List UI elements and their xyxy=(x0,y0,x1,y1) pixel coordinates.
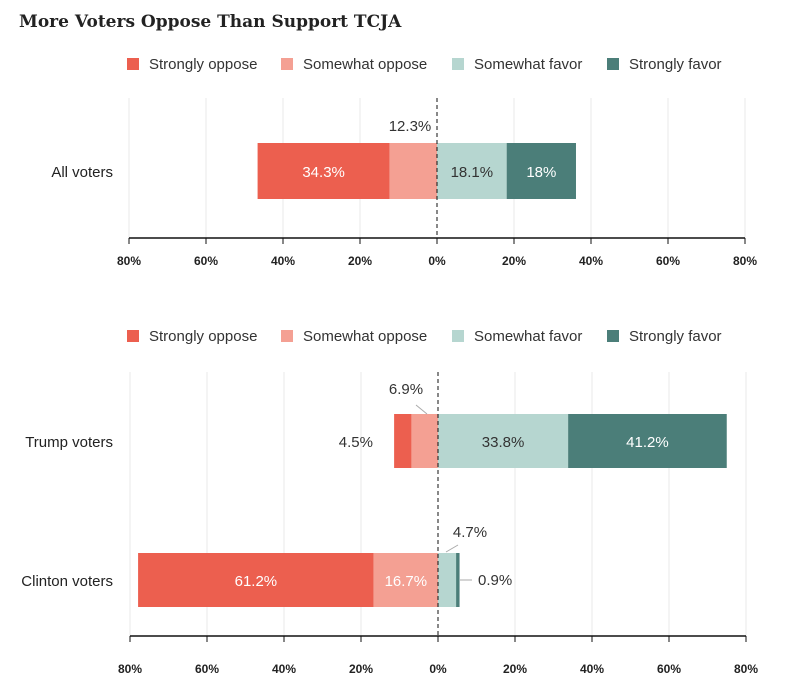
x-tick-label: 80% xyxy=(734,662,758,676)
category-label: Trump voters xyxy=(25,434,113,451)
bar-strongly-favor xyxy=(456,553,460,607)
legend-swatch-somewhat-favor xyxy=(452,330,464,342)
data-label: 18.1% xyxy=(451,164,494,181)
x-tick-label: 0% xyxy=(429,662,447,676)
legend-label-strongly-oppose: Strongly oppose xyxy=(149,328,257,345)
legend-swatch-strongly-oppose xyxy=(127,58,139,70)
category-label: All voters xyxy=(51,164,113,181)
legend-label-strongly-favor: Strongly favor xyxy=(629,56,722,73)
x-tick-label: 20% xyxy=(503,662,527,676)
data-label: 16.7% xyxy=(385,573,428,590)
x-tick-label: 40% xyxy=(271,254,295,268)
category-label: Clinton voters xyxy=(21,573,113,590)
bar-somewhat-favor xyxy=(438,553,457,607)
x-tick-label: 20% xyxy=(502,254,526,268)
x-tick-label: 60% xyxy=(194,254,218,268)
data-label: 41.2% xyxy=(626,434,669,451)
data-label: 4.7% xyxy=(453,524,487,541)
bar-strongly-oppose xyxy=(394,414,412,468)
x-tick-label: 0% xyxy=(428,254,446,268)
x-tick-label: 60% xyxy=(657,662,681,676)
legend-label-somewhat-oppose: Somewhat oppose xyxy=(303,56,427,73)
bar-somewhat-oppose xyxy=(389,143,437,199)
legend-swatch-strongly-oppose xyxy=(127,330,139,342)
x-tick-label: 20% xyxy=(349,662,373,676)
chart-title: More Voters Oppose Than Support TCJA xyxy=(19,12,402,32)
leader-line xyxy=(415,404,428,415)
legend-label-somewhat-favor: Somewhat favor xyxy=(474,328,582,345)
data-label: 34.3% xyxy=(302,164,345,181)
leader-line xyxy=(445,544,459,553)
data-label: 4.5% xyxy=(339,434,373,451)
data-label: 6.9% xyxy=(389,381,423,398)
x-tick-label: 20% xyxy=(348,254,372,268)
legend-swatch-somewhat-oppose xyxy=(281,330,293,342)
legend-swatch-strongly-favor xyxy=(607,58,619,70)
legend-swatch-somewhat-oppose xyxy=(281,58,293,70)
legend-label-somewhat-oppose: Somewhat oppose xyxy=(303,328,427,345)
x-tick-label: 40% xyxy=(272,662,296,676)
bar-somewhat-oppose xyxy=(411,414,438,468)
data-label: 33.8% xyxy=(482,434,525,451)
bar-strongly-oppose xyxy=(257,143,390,199)
legend-label-strongly-favor: Strongly favor xyxy=(629,328,722,345)
data-label: 12.3% xyxy=(389,118,432,135)
legend-swatch-strongly-favor xyxy=(607,330,619,342)
x-tick-label: 80% xyxy=(118,662,142,676)
bar-strongly-favor xyxy=(506,143,576,199)
bar-somewhat-favor xyxy=(438,414,569,468)
legend-label-strongly-oppose: Strongly oppose xyxy=(149,56,257,73)
x-tick-label: 60% xyxy=(656,254,680,268)
legend-swatch-somewhat-favor xyxy=(452,58,464,70)
data-label: 61.2% xyxy=(235,573,278,590)
x-tick-label: 80% xyxy=(117,254,141,268)
bar-somewhat-favor xyxy=(437,143,507,199)
x-tick-label: 80% xyxy=(733,254,757,268)
data-label: 18% xyxy=(526,164,556,181)
legend-label-somewhat-favor: Somewhat favor xyxy=(474,56,582,73)
data-label: 0.9% xyxy=(478,572,512,589)
x-tick-label: 60% xyxy=(195,662,219,676)
x-tick-label: 40% xyxy=(579,254,603,268)
bar-strongly-favor xyxy=(568,414,727,468)
x-tick-label: 40% xyxy=(580,662,604,676)
bar-somewhat-oppose xyxy=(373,553,438,607)
bar-strongly-oppose xyxy=(138,553,374,607)
